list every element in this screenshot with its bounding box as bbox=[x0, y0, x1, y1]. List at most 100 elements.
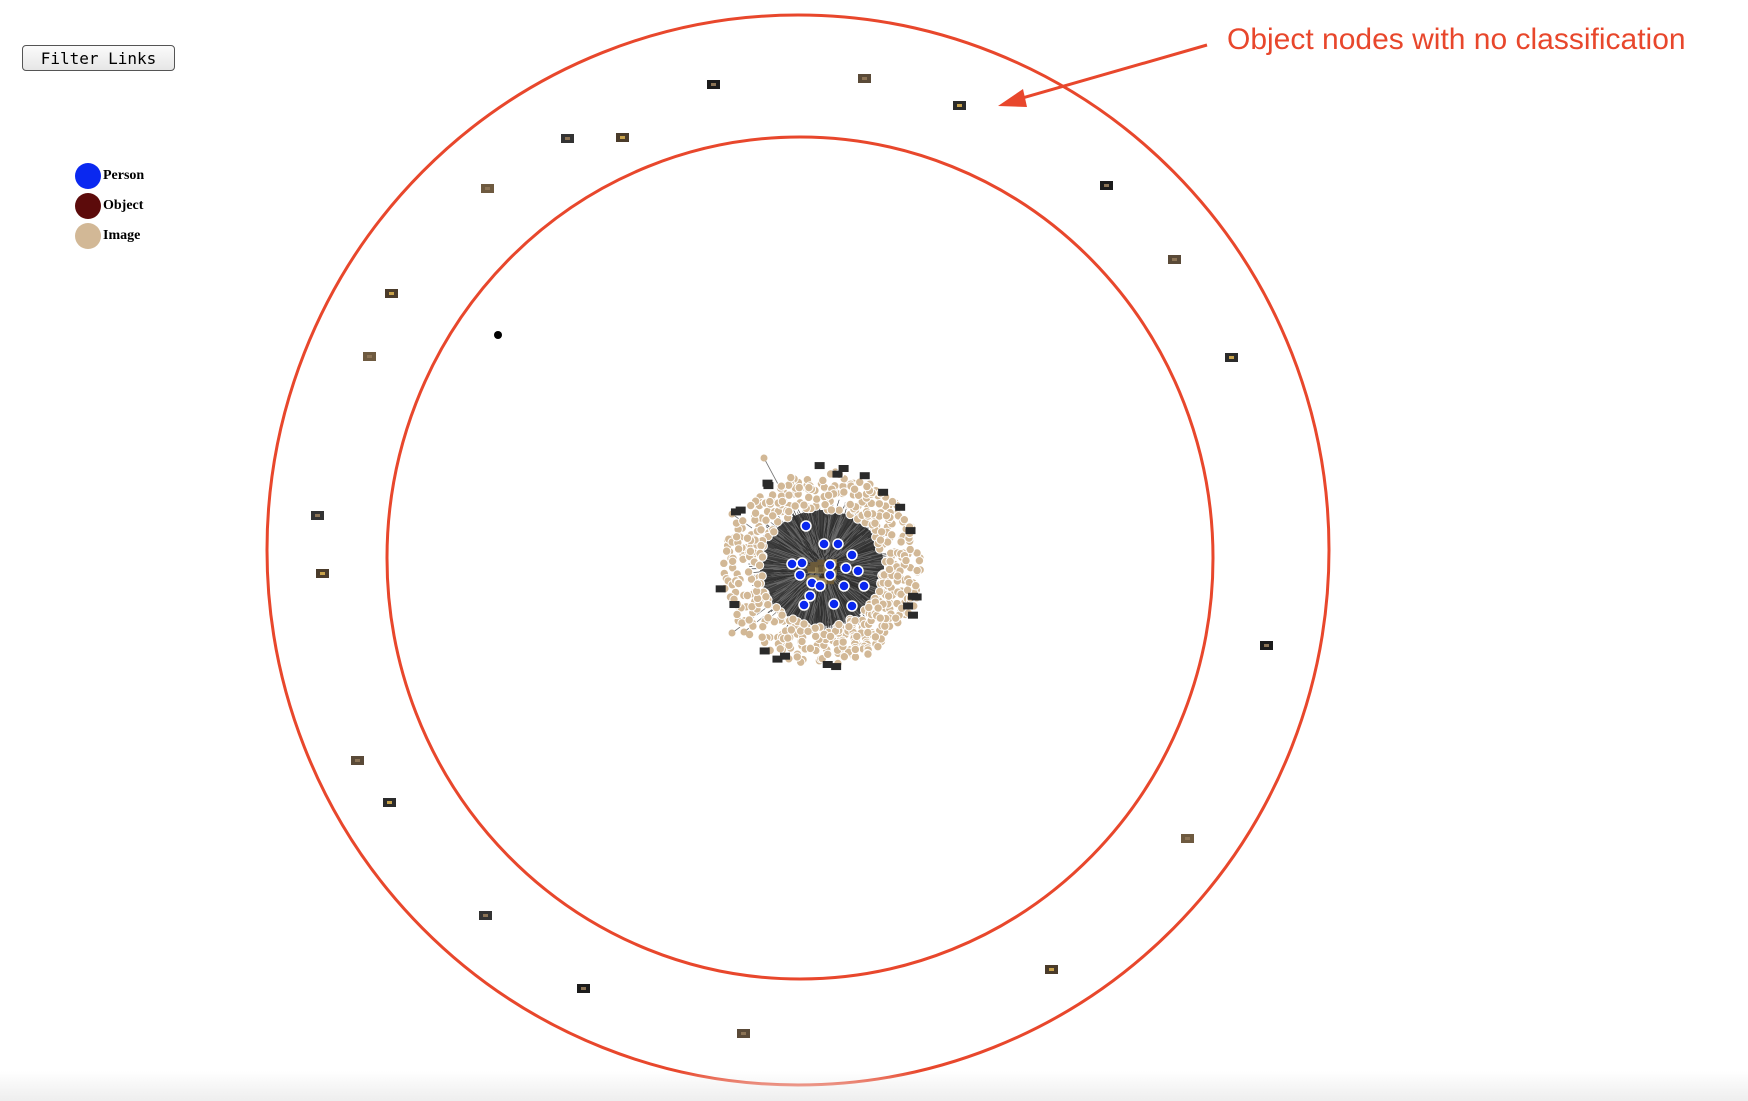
image-node[interactable] bbox=[756, 525, 766, 535]
image-node[interactable] bbox=[742, 533, 753, 543]
person-node[interactable] bbox=[814, 580, 826, 592]
object-node[interactable] bbox=[826, 578, 835, 585]
object-node[interactable] bbox=[831, 663, 842, 671]
image-node[interactable] bbox=[862, 509, 873, 519]
image-node[interactable] bbox=[746, 500, 756, 511]
person-node[interactable] bbox=[828, 598, 840, 610]
image-node[interactable] bbox=[776, 481, 787, 491]
image-node[interactable] bbox=[863, 649, 873, 659]
image-node[interactable] bbox=[733, 578, 744, 589]
image-node[interactable] bbox=[862, 481, 872, 492]
image-node[interactable] bbox=[850, 644, 861, 655]
image-node[interactable] bbox=[783, 633, 793, 643]
image-node[interactable] bbox=[788, 614, 798, 624]
image-node[interactable] bbox=[810, 631, 821, 641]
image-node[interactable] bbox=[870, 518, 880, 528]
image-node[interactable] bbox=[752, 579, 763, 589]
object-node[interactable] bbox=[814, 462, 825, 470]
image-node[interactable] bbox=[834, 619, 844, 630]
image-node[interactable] bbox=[823, 490, 834, 500]
object-node[interactable] bbox=[908, 592, 919, 600]
image-node[interactable] bbox=[799, 619, 809, 629]
image-node[interactable] bbox=[844, 621, 854, 632]
image-node[interactable] bbox=[784, 490, 794, 500]
image-node[interactable] bbox=[885, 556, 895, 567]
image-node[interactable] bbox=[786, 472, 796, 483]
object-node[interactable] bbox=[729, 601, 740, 609]
image-node[interactable] bbox=[823, 649, 833, 660]
object-node[interactable] bbox=[807, 565, 816, 572]
image-node[interactable] bbox=[799, 500, 809, 510]
image-node[interactable] bbox=[911, 581, 921, 591]
image-node[interactable] bbox=[727, 556, 738, 567]
person-node[interactable] bbox=[786, 558, 798, 570]
image-node[interactable] bbox=[838, 637, 848, 647]
image-node[interactable] bbox=[792, 652, 802, 662]
image-node[interactable] bbox=[769, 527, 779, 537]
object-node[interactable] bbox=[818, 566, 827, 573]
image-node[interactable] bbox=[783, 506, 794, 517]
image-node[interactable] bbox=[760, 454, 768, 462]
image-node[interactable] bbox=[757, 552, 768, 562]
image-node[interactable] bbox=[825, 631, 836, 642]
image-node[interactable] bbox=[790, 501, 800, 511]
object-node[interactable] bbox=[780, 652, 791, 660]
isolated-node[interactable] bbox=[494, 331, 502, 339]
image-node[interactable] bbox=[758, 621, 768, 632]
person-node[interactable] bbox=[818, 538, 830, 550]
image-node[interactable] bbox=[887, 530, 897, 540]
person-node[interactable] bbox=[800, 520, 812, 532]
image-node[interactable] bbox=[834, 505, 844, 515]
image-node[interactable] bbox=[719, 558, 729, 569]
image-node[interactable] bbox=[873, 603, 883, 613]
image-node[interactable] bbox=[786, 625, 797, 635]
image-node[interactable] bbox=[852, 631, 862, 642]
image-node[interactable] bbox=[805, 643, 816, 654]
person-node[interactable] bbox=[858, 580, 870, 592]
image-node[interactable] bbox=[884, 564, 895, 575]
image-node[interactable] bbox=[839, 651, 850, 662]
image-node[interactable] bbox=[794, 482, 804, 493]
object-node[interactable] bbox=[810, 561, 819, 568]
image-node[interactable] bbox=[893, 571, 903, 581]
object-node[interactable] bbox=[763, 482, 774, 490]
object-node[interactable] bbox=[715, 585, 726, 593]
image-node[interactable] bbox=[775, 644, 785, 654]
image-node[interactable] bbox=[761, 591, 771, 602]
person-node[interactable] bbox=[824, 569, 836, 581]
image-node[interactable] bbox=[767, 511, 778, 521]
object-node[interactable] bbox=[878, 488, 889, 496]
image-node[interactable] bbox=[797, 636, 807, 647]
image-node[interactable] bbox=[873, 641, 883, 652]
person-node[interactable] bbox=[846, 600, 858, 612]
image-node[interactable] bbox=[914, 555, 925, 566]
image-node[interactable] bbox=[880, 621, 890, 631]
image-node[interactable] bbox=[874, 499, 885, 509]
filter-links-button[interactable]: Filter Links bbox=[22, 45, 175, 71]
image-node[interactable] bbox=[742, 590, 753, 601]
person-node[interactable] bbox=[796, 557, 808, 569]
image-node[interactable] bbox=[773, 517, 783, 527]
image-node[interactable] bbox=[761, 515, 771, 525]
image-node[interactable] bbox=[874, 586, 885, 597]
person-node[interactable] bbox=[794, 569, 806, 581]
object-node[interactable] bbox=[903, 602, 914, 610]
person-node[interactable] bbox=[852, 565, 864, 577]
image-node[interactable] bbox=[804, 482, 814, 493]
person-node[interactable] bbox=[798, 599, 810, 611]
image-node[interactable] bbox=[750, 508, 761, 518]
image-node[interactable] bbox=[820, 499, 830, 510]
image-node[interactable] bbox=[876, 527, 887, 537]
image-node[interactable] bbox=[745, 546, 756, 557]
image-node[interactable] bbox=[845, 499, 855, 510]
person-node[interactable] bbox=[824, 559, 836, 571]
image-node[interactable] bbox=[881, 510, 892, 521]
image-node[interactable] bbox=[763, 613, 773, 623]
image-node[interactable] bbox=[818, 475, 828, 486]
image-node[interactable] bbox=[891, 613, 901, 623]
image-node[interactable] bbox=[756, 540, 766, 551]
image-node[interactable] bbox=[765, 496, 775, 507]
image-node[interactable] bbox=[757, 571, 767, 581]
image-node[interactable] bbox=[883, 591, 894, 601]
